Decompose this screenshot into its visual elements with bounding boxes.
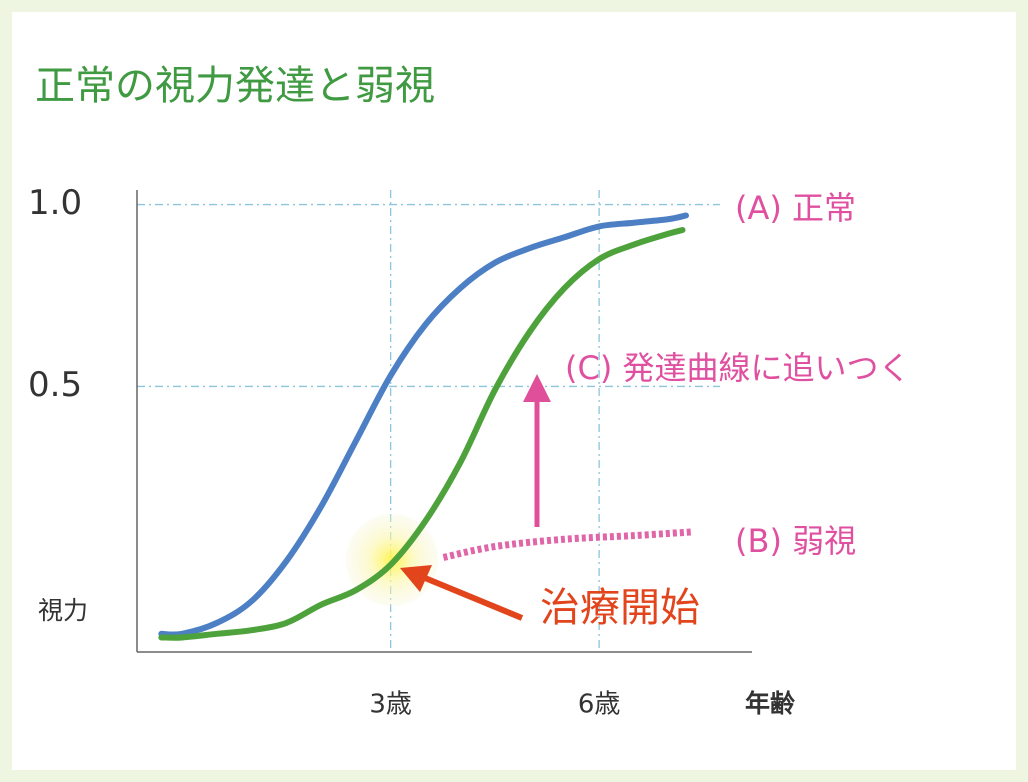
y-axis-label: 視力: [38, 596, 88, 625]
arrow-shaft: [423, 575, 524, 621]
x-tick-label: 3歳: [369, 690, 412, 720]
series-label: (A) 正常: [735, 189, 856, 227]
y-tick-label: 1.0: [28, 183, 82, 223]
series-line: [158, 212, 689, 638]
x-tick-label: 6歳: [578, 690, 621, 720]
chart-title: 正常の視力発達と弱視: [35, 63, 435, 109]
arrow-head: [523, 374, 551, 402]
series-label: (B) 弱視: [735, 522, 856, 560]
annotation: 治療開始: [540, 585, 700, 631]
annotation: (C) 発達曲線に追いつく: [565, 349, 911, 387]
series-line: [442, 528, 692, 561]
y-tick-label: 0.5: [28, 365, 82, 405]
series-line: [158, 227, 686, 641]
x-axis-label: 年齢: [745, 689, 795, 718]
arrow-head: [400, 565, 432, 592]
plot: [158, 212, 692, 641]
panel: [12, 12, 1016, 770]
